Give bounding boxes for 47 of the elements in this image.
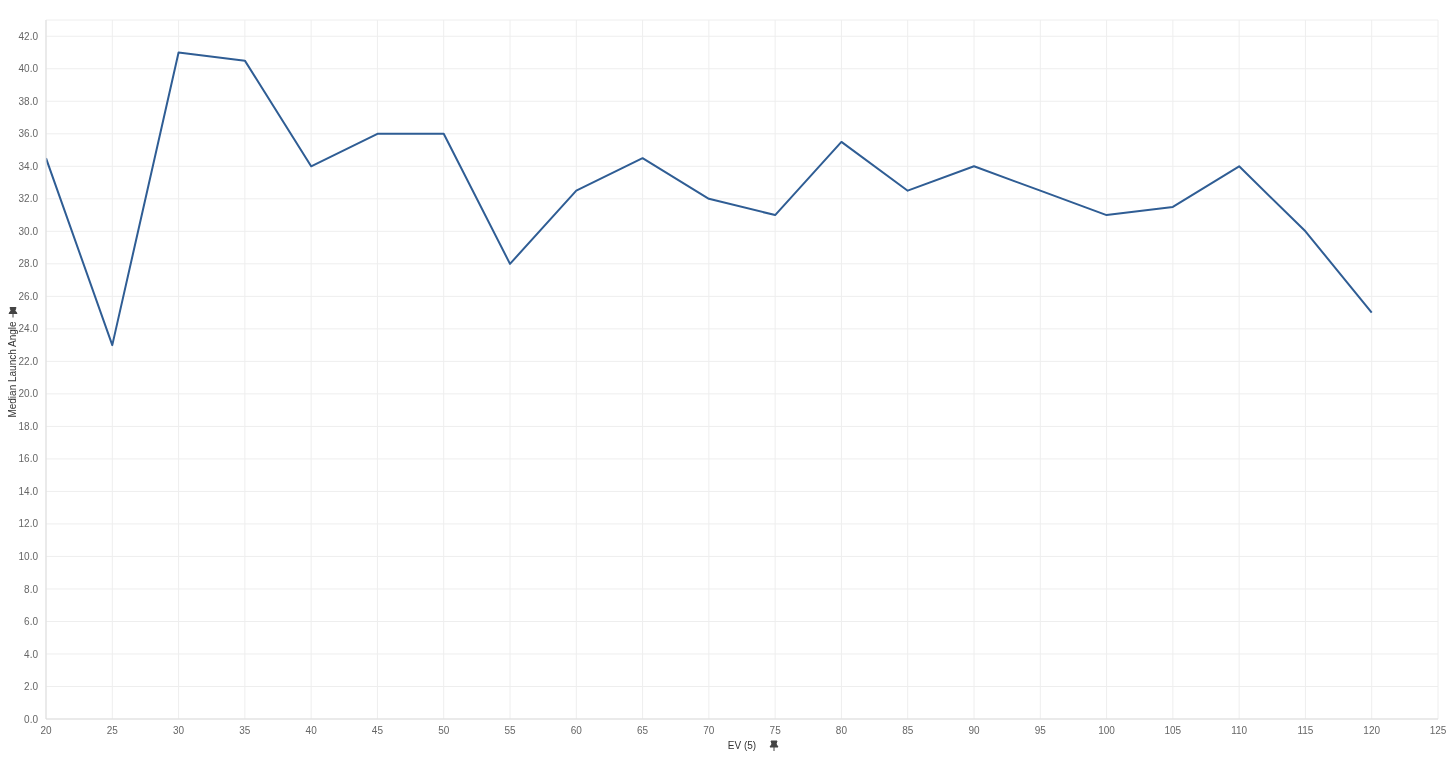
y-tick-label: 32.0	[18, 193, 39, 205]
y-tick-label: 34.0	[18, 160, 39, 172]
y-tick-label: 6.0	[24, 616, 39, 628]
y-tick-label: 20.0	[18, 388, 39, 400]
x-tick-label: 55	[504, 725, 516, 737]
x-axis-title: EV (5)	[727, 740, 757, 751]
x-tick-label: 70	[703, 725, 715, 737]
x-tick-label: 50	[438, 725, 450, 737]
y-axis-title: Median Launch Angle	[7, 320, 18, 418]
y-tick-label: 16.0	[18, 453, 39, 465]
y-tick-label: 12.0	[18, 518, 39, 530]
y-tick-label: 30.0	[18, 225, 39, 237]
y-tick-label: 28.0	[18, 258, 39, 270]
x-tick-label: 30	[173, 725, 185, 737]
y-tick-label: 36.0	[18, 128, 39, 140]
x-tick-label: 20	[40, 725, 52, 737]
y-tick-label: 2.0	[24, 681, 39, 693]
x-tick-label: 125	[1429, 725, 1447, 737]
x-tick-label: 120	[1363, 725, 1381, 737]
x-tick-label: 110	[1231, 725, 1248, 737]
y-tick-label: 8.0	[24, 583, 39, 595]
y-tick-label: 22.0	[18, 355, 39, 367]
x-tick-label: 90	[968, 725, 980, 737]
x-tick-label: 85	[902, 725, 914, 737]
x-tick-label: 75	[769, 725, 782, 737]
y-tick-label: 42.0	[18, 30, 39, 42]
x-tick-label: 25	[106, 725, 119, 737]
y-tick-label: 10.0	[18, 550, 39, 562]
y-tick-label: 18.0	[18, 420, 39, 432]
x-tick-label: 45	[371, 725, 384, 737]
y-tick-label: 4.0	[24, 648, 39, 660]
y-tick-label: 14.0	[18, 485, 39, 497]
y-tick-label: 0.0	[24, 713, 39, 725]
x-tick-label: 95	[1034, 725, 1047, 737]
x-tick-label: 60	[570, 725, 583, 737]
x-tick-label: 35	[239, 725, 251, 737]
x-tick-label: 65	[637, 725, 649, 737]
x-tick-label: 40	[305, 725, 318, 737]
y-tick-label: 40.0	[18, 63, 39, 75]
y-tick-label: 24.0	[18, 323, 39, 335]
x-tick-label: 115	[1297, 725, 1314, 737]
y-tick-label: 38.0	[18, 95, 39, 107]
x-tick-label: 80	[835, 725, 848, 737]
line-series	[46, 51, 1373, 347]
x-tick-label: 105	[1164, 725, 1182, 737]
y-tick-label: 26.0	[18, 290, 39, 302]
x-tick-label: 100	[1098, 725, 1116, 737]
